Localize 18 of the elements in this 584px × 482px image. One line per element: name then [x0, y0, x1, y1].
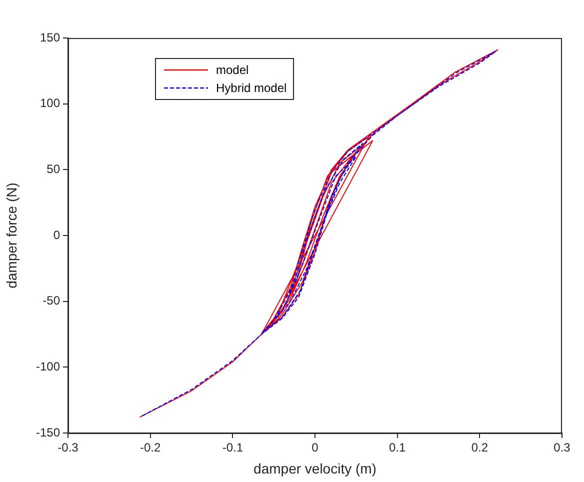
x-axis-title: damper velocity (m)	[254, 460, 376, 476]
y-tick-label: 0	[53, 228, 60, 242]
y-axis-title: damper force (N)	[3, 182, 20, 288]
x-tick-label: 0.3	[554, 440, 571, 455]
x-tick-label: -0.1	[222, 440, 244, 455]
x-tick-label: 0	[312, 440, 319, 455]
y-tick-label: -100	[36, 359, 60, 374]
x-tick-label: 0.2	[471, 440, 488, 455]
x-tick-label: -0.3	[58, 440, 79, 455]
y-tick-label: -50	[42, 294, 60, 308]
legend-label: model	[216, 63, 249, 77]
legend-label: Hybrid model	[216, 81, 287, 95]
y-tick-label: 150	[40, 30, 60, 44]
y-tick-label: 50	[46, 162, 60, 176]
y-tick-label: 100	[40, 96, 60, 110]
x-tick-label: 0.1	[388, 440, 406, 455]
x-tick-label: -0.2	[140, 440, 161, 455]
y-tick-label: -150	[36, 425, 60, 440]
